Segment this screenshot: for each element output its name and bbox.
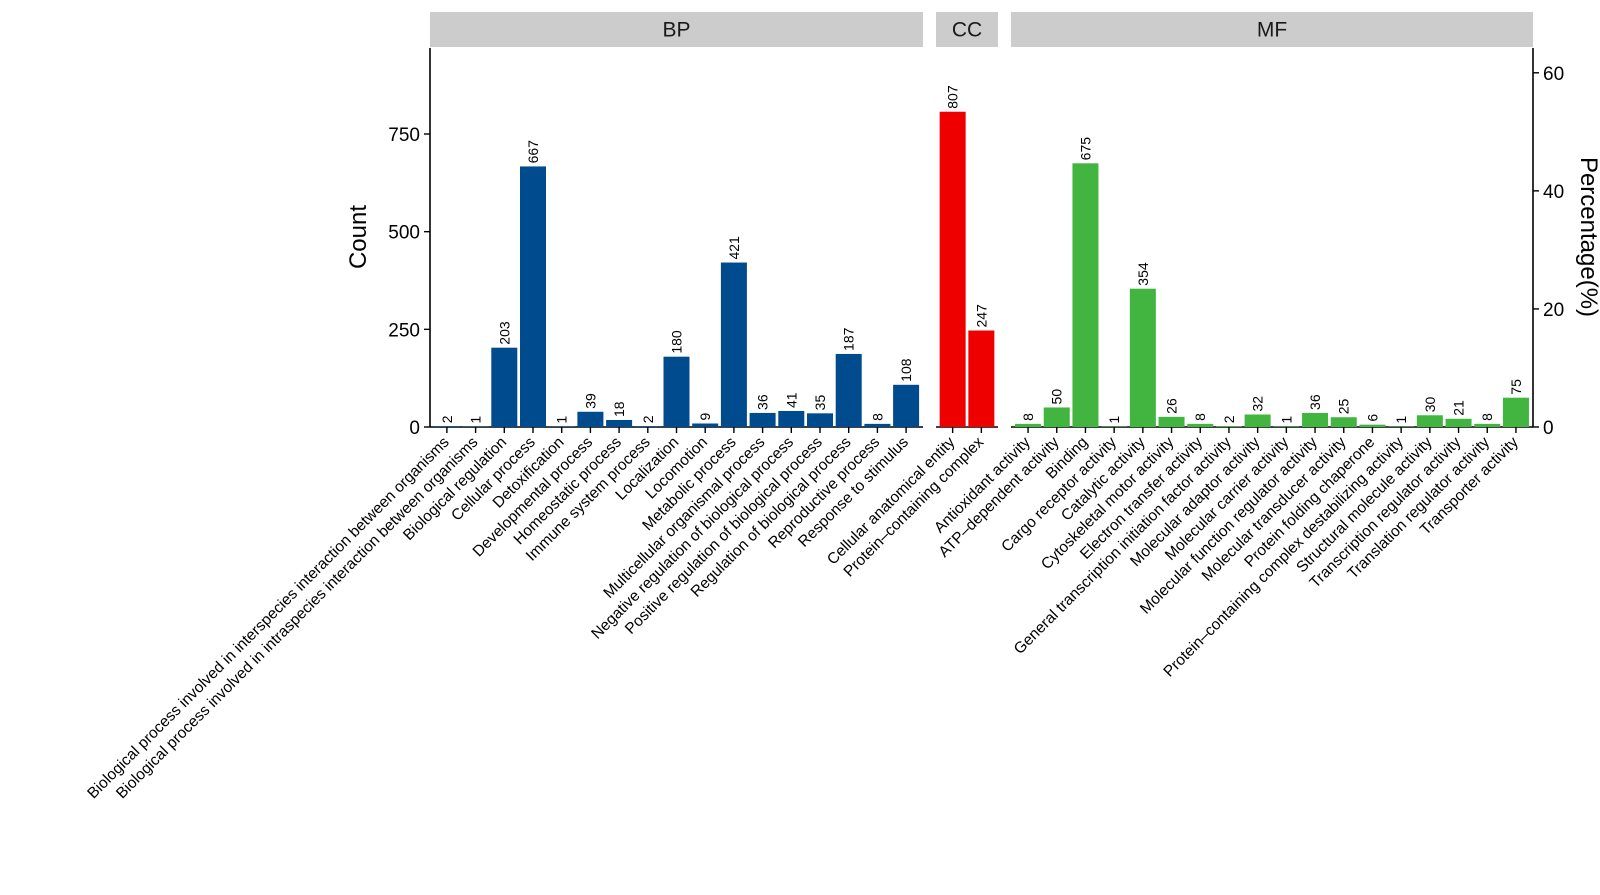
y2-tick-label: 0 (1543, 418, 1554, 439)
bar-value-label: 2 (439, 415, 455, 423)
bar-value-label: 75 (1508, 379, 1524, 395)
bar-value-label: 187 (841, 327, 857, 351)
category-label: Biological process involved in interspec… (84, 434, 453, 803)
bar-value-label: 8 (869, 413, 885, 421)
y-tick-label: 250 (388, 320, 420, 341)
bar (1330, 417, 1357, 427)
bar-value-label: 18 (611, 401, 627, 417)
bar-value-label: 50 (1049, 389, 1065, 405)
bar (1158, 416, 1185, 427)
bar (1445, 418, 1472, 427)
bar-value-label: 32 (1250, 396, 1266, 412)
bar-value-label: 203 (496, 321, 512, 345)
y-tick-label: 750 (388, 125, 420, 146)
y-axis-title: Count (345, 205, 372, 269)
bar-value-label: 41 (783, 392, 799, 408)
bar-value-label: 421 (726, 236, 742, 260)
bar (835, 353, 862, 427)
category-labels: Biological process involved in interspec… (84, 434, 1522, 803)
bar-value-label: 39 (582, 393, 598, 409)
bar-value-label: 30 (1422, 396, 1438, 412)
bar (939, 111, 966, 428)
bar-value-label: 180 (669, 330, 685, 354)
bar-value-label: 108 (898, 358, 914, 382)
bar (720, 262, 747, 427)
category-label: Biological process involved in intraspec… (113, 434, 482, 803)
bar (968, 330, 995, 427)
bar (893, 384, 920, 427)
bars (433, 111, 1529, 428)
facet-strip-label: BP (662, 19, 690, 42)
bar-value-label: 36 (755, 394, 771, 410)
bar-value-label: 25 (1336, 398, 1352, 414)
y-tick-label: 0 (409, 418, 420, 439)
bar-value-label: 6 (1364, 414, 1380, 422)
bar (491, 347, 518, 427)
bar-value-label: 36 (1307, 394, 1323, 410)
bar-value-label: 1 (468, 416, 484, 424)
bar-value-label: 247 (973, 304, 989, 328)
bar (606, 419, 633, 427)
bar (1416, 415, 1443, 427)
bar (1474, 423, 1501, 427)
y2-axis-title: Percentage(%) (1575, 157, 1600, 317)
facet-strip-label: CC (952, 19, 982, 42)
bar-value-label: 1 (1106, 416, 1122, 424)
bar (634, 426, 661, 427)
bar-value-label: 2 (1221, 415, 1237, 423)
bar (1015, 423, 1042, 427)
bar-value-label: 8 (1020, 413, 1036, 421)
bar (1244, 414, 1271, 427)
bar-value-label: 675 (1077, 137, 1093, 161)
bar (663, 356, 690, 427)
bar-value-label: 35 (812, 395, 828, 411)
bar-value-label: 1 (1393, 416, 1409, 424)
facet-strip-label: MF (1257, 19, 1287, 42)
bar (1129, 288, 1156, 427)
bar-value-label: 667 (525, 140, 541, 164)
bar (1359, 424, 1386, 427)
bar (1043, 407, 1070, 427)
bar (864, 423, 891, 427)
facet-strip-mf (1011, 12, 1533, 47)
bar (577, 411, 604, 427)
bar (749, 412, 776, 427)
bar (778, 410, 805, 427)
bar-value-label: 8 (1192, 413, 1208, 421)
bar-value-label: 8 (1479, 413, 1495, 421)
bar (1502, 397, 1529, 427)
y2-tick-label: 60 (1543, 64, 1564, 85)
y2-tick-label: 40 (1543, 182, 1564, 203)
bar (520, 166, 546, 427)
bar-value-label: 2 (640, 415, 656, 423)
bar (433, 426, 460, 427)
bar-value-label: 354 (1135, 262, 1151, 286)
y2-tick-label: 20 (1543, 300, 1564, 321)
bar-value-label: 9 (697, 412, 713, 420)
facet-strip-bp (430, 12, 923, 47)
bar-value-label: 1 (554, 416, 570, 424)
facet-strip-cc (936, 12, 998, 47)
bar-value-label: 1 (1278, 416, 1294, 424)
bar (1187, 423, 1214, 427)
bar (807, 413, 833, 427)
bar-value-label: 26 (1164, 398, 1180, 414)
bar-value-label: 21 (1451, 400, 1467, 416)
bar (692, 423, 719, 427)
bar (1215, 426, 1242, 427)
bar-value-label: 807 (945, 85, 961, 109)
bar (1302, 412, 1329, 427)
facet-strips: BP CC MF (430, 12, 1533, 47)
y-tick-label: 500 (388, 223, 420, 244)
bar (1072, 163, 1099, 428)
